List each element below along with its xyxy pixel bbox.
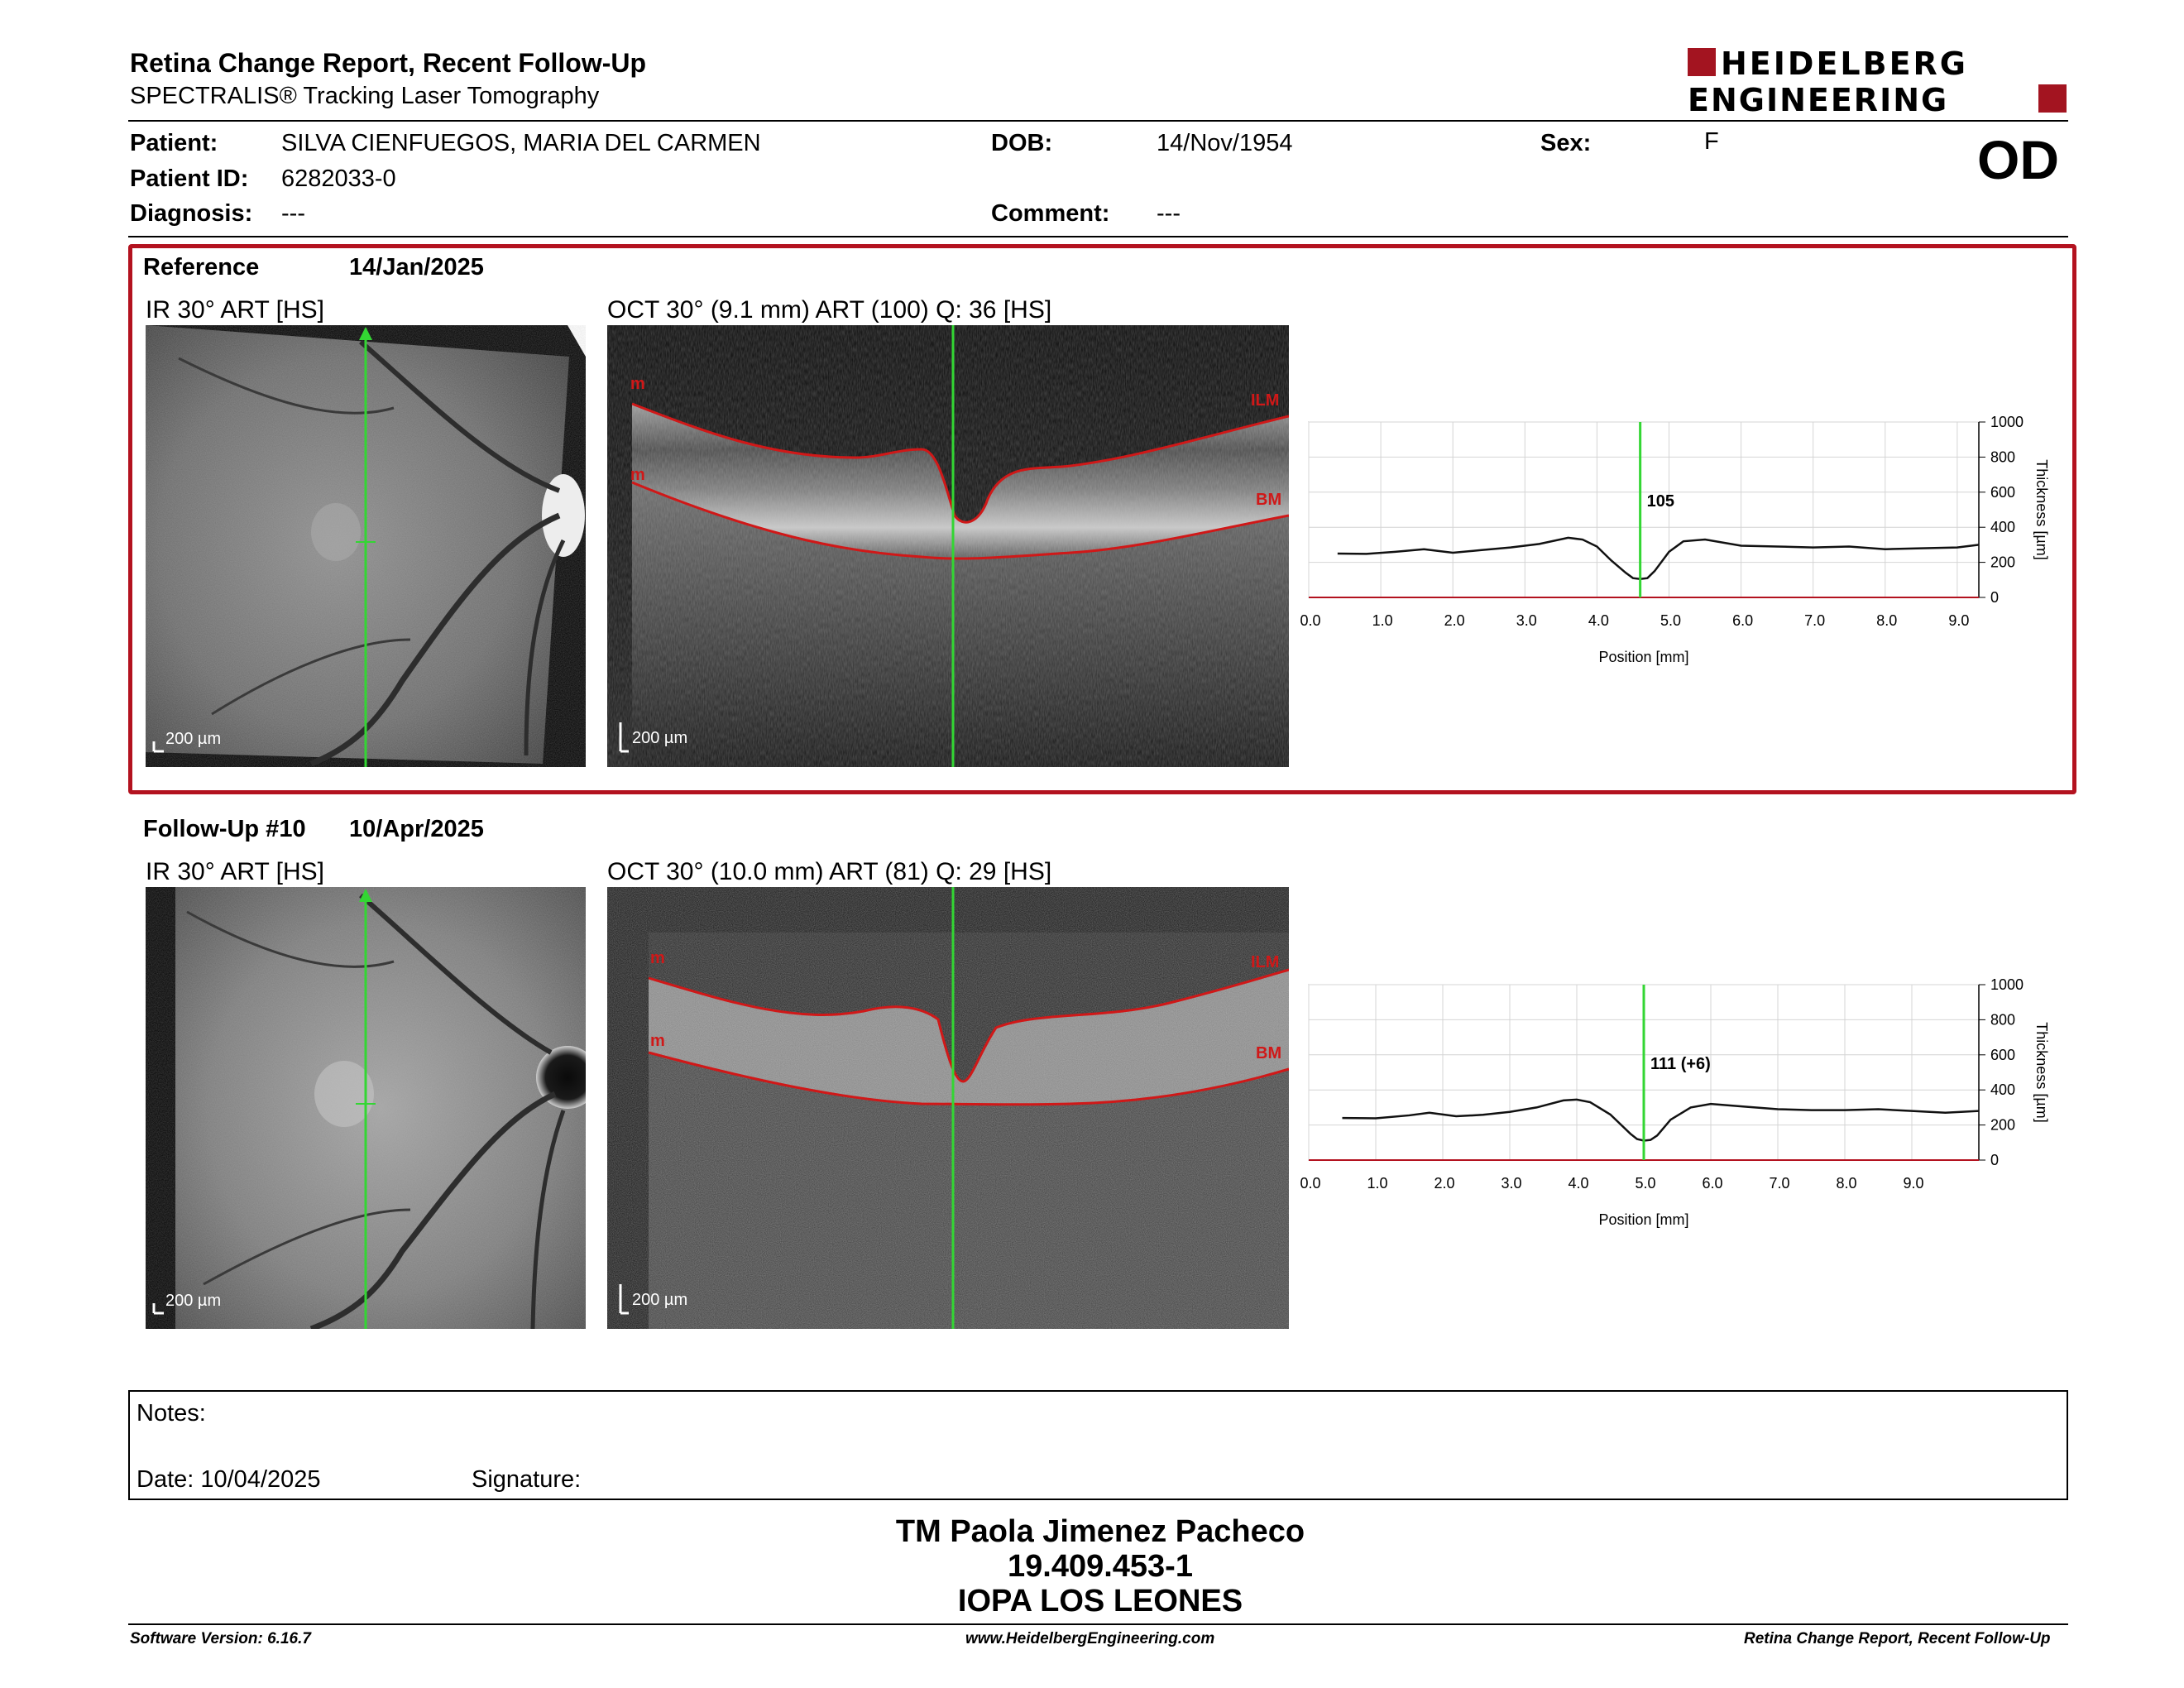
- reference-chart-marker-value: 105: [1647, 492, 1674, 511]
- followup-chart-xtick-label-5: 5.0: [1635, 1175, 1655, 1192]
- reference-chart-thickness-line: [1337, 536, 1980, 580]
- signer-name: TM Paola Jimenez Pacheco: [895, 1514, 1305, 1549]
- reference-thickness-chart: 0 200 400 600 800 1000 0.0 1.0 2.0 3.0 4.0 5.0 6.0 7.…: [1300, 414, 2050, 665]
- header-rule: [128, 120, 2068, 122]
- followup-chart-xtick-label-4: 4.0: [1568, 1175, 1588, 1192]
- logo-line1: HEIDELBERG: [1721, 46, 1968, 82]
- followup-chart-ytick-label-4: 800: [1990, 1011, 2015, 1028]
- logo-line2: ENGINEERING: [1688, 82, 1948, 116]
- reference-m-label-top: m: [630, 375, 645, 393]
- reference-chart-ytick-label-2: 400: [1990, 519, 2015, 535]
- followup-chart-xtick-label-7: 7.0: [1769, 1175, 1789, 1192]
- signer-org: IOPA LOS LEONES: [957, 1584, 1243, 1618]
- diagnosis-label: Diagnosis:: [130, 200, 253, 227]
- patient-id-label: Patient ID:: [130, 165, 249, 192]
- notes-date: Date: 10/04/2025: [136, 1466, 321, 1493]
- followup-chart-marker-value: 111 (+6): [1650, 1055, 1711, 1073]
- footer-website[interactable]: www.HeidelbergEngineering.com: [965, 1630, 1215, 1647]
- reference-chart-xtick-label-9: 9.0: [1948, 612, 1969, 629]
- reference-chart-xtick-label-1: 1.0: [1372, 612, 1393, 629]
- reference-chart-y-axis-label: Thickness [µm]: [2033, 459, 2050, 559]
- followup-oct-caption: OCT 30° (10.0 mm) ART (81) Q: 29 [HS]: [607, 858, 1052, 885]
- sex-label: Sex:: [1540, 130, 1592, 156]
- report-title: Retina Change Report, Recent Follow-Up: [130, 48, 647, 78]
- followup-chart-ytick-label-1: 200: [1990, 1117, 2015, 1134]
- followup-m-label-bottom: m: [650, 1032, 665, 1050]
- footer-software: Software Version: 6.16.7: [130, 1630, 311, 1647]
- followup-chart-xtick-label-9: 9.0: [1903, 1175, 1923, 1192]
- followup-bm-label: BM: [1256, 1044, 1282, 1062]
- followup-chart-y-axis-label: Thickness [µm]: [2033, 1022, 2050, 1122]
- reference-chart-ytick-label-4: 800: [1990, 448, 2015, 465]
- dob-value: 14/Nov/1954: [1157, 130, 1293, 156]
- reference-chart-xtick-label-5: 5.0: [1660, 612, 1681, 629]
- reference-chart-xtick-label-2: 2.0: [1444, 612, 1465, 629]
- reference-chart-ytick-label-3: 600: [1990, 484, 2015, 501]
- reference-chart-xtick-label-7: 7.0: [1804, 612, 1825, 629]
- reference-chart-ytick-label-1: 200: [1990, 554, 2015, 571]
- followup-thickness-chart: 0 200 400 600 800 1000 0.0 1.0 2.0 3.0 4.0 5.0 6.0 7.…: [1300, 976, 2050, 1228]
- followup-ilm-label: ILM: [1251, 953, 1280, 971]
- patient-name: SILVA CIENFUEGOS, MARIA DEL CARMEN: [281, 130, 761, 156]
- followup-chart-xtick-label-2: 2.0: [1434, 1175, 1454, 1192]
- followup-chart-ytick-label-2: 400: [1990, 1081, 2015, 1098]
- followup-m-label-top: m: [650, 949, 665, 967]
- diagnosis-value: ---: [281, 200, 305, 227]
- reference-bm-label: BM: [1256, 491, 1282, 509]
- notes-label: Notes:: [136, 1400, 206, 1427]
- reference-chart-xtick-label-4: 4.0: [1588, 612, 1609, 629]
- reference-oct-image: 200 µm m m ILM BM: [607, 325, 1289, 767]
- reference-ilm-label: ILM: [1251, 391, 1280, 410]
- followup-ir-scale: 200 µm: [165, 1292, 222, 1310]
- patient-label: Patient:: [130, 130, 218, 156]
- followup-chart-xtick-label-0: 0.0: [1300, 1175, 1320, 1192]
- signer-rut: 19.409.453-1: [1008, 1549, 1193, 1584]
- patient-rule: [128, 236, 2068, 237]
- reference-chart-xtick-label-3: 3.0: [1516, 612, 1537, 629]
- reference-chart-plot-area: [1308, 421, 1980, 598]
- reference-ir-scale: 200 µm: [165, 730, 222, 748]
- followup-chart-ytick-label-0: 0: [1990, 1152, 1999, 1168]
- followup-ir-image: 200 µm: [146, 887, 586, 1329]
- followup-chart-ytick-label-3: 600: [1990, 1047, 2015, 1063]
- followup-chart-xtick-label-1: 1.0: [1367, 1175, 1387, 1192]
- notes-box[interactable]: Notes: Date: 10/04/2025 Signature:: [128, 1390, 2068, 1500]
- notes-signature-label: Signature:: [472, 1466, 582, 1493]
- report-subtitle: SPECTRALIS® Tracking Laser Tomography: [130, 83, 600, 109]
- followup-chart-xtick-label-3: 3.0: [1501, 1175, 1521, 1192]
- followup-chart-ytick-label-5: 1000: [1990, 976, 2024, 993]
- followup-chart-xtick-label-8: 8.0: [1836, 1175, 1856, 1192]
- followup-chart-thickness-line: [1342, 1098, 1980, 1142]
- footer-report-name: Retina Change Report, Recent Follow-Up: [1744, 1630, 2051, 1647]
- reference-frame: [128, 244, 2076, 794]
- reference-label: Reference: [143, 254, 260, 281]
- reference-chart-xtick-label-0: 0.0: [1300, 612, 1320, 629]
- reference-chart-x-axis-label: Position [mm]: [1598, 649, 1688, 665]
- followup-chart-xtick-label-6: 6.0: [1702, 1175, 1722, 1192]
- reference-oct-caption: OCT 30° (9.1 mm) ART (100) Q: 36 [HS]: [607, 296, 1052, 324]
- reference-m-label-bottom: m: [630, 466, 645, 484]
- followup-ir-caption: IR 30° ART [HS]: [146, 858, 324, 885]
- reference-ir-image: 200 µm: [146, 325, 586, 767]
- reference-chart-xtick-label-8: 8.0: [1876, 612, 1897, 629]
- heidelberg-logo: HEIDELBERG ENGINEERING: [1688, 46, 2068, 118]
- followup-oct-image: 200 µm m m ILM BM: [607, 887, 1289, 1329]
- reference-date: 14/Jan/2025: [349, 254, 484, 281]
- reference-chart-ytick-label-5: 1000: [1990, 414, 2024, 430]
- reference-oct-scale: 200 µm: [632, 729, 688, 747]
- reference-ir-caption: IR 30° ART [HS]: [146, 296, 324, 324]
- followup-chart-x-axis-label: Position [mm]: [1598, 1211, 1688, 1228]
- dob-label: DOB:: [991, 130, 1053, 156]
- patient-id-value: 6282033-0: [281, 165, 396, 192]
- comment-value: ---: [1157, 200, 1181, 227]
- footer-rule: [128, 1623, 2068, 1625]
- comment-label: Comment:: [991, 200, 1110, 227]
- followup-date: 10/Apr/2025: [349, 816, 484, 842]
- reference-chart-xtick-label-6: 6.0: [1732, 612, 1753, 629]
- followup-label: Follow-Up #10: [143, 816, 306, 842]
- eye-indicator: OD: [1977, 129, 2059, 190]
- reference-chart-ytick-label-0: 0: [1990, 589, 1999, 606]
- followup-oct-scale: 200 µm: [632, 1291, 688, 1309]
- sex-value: F: [1704, 128, 1719, 155]
